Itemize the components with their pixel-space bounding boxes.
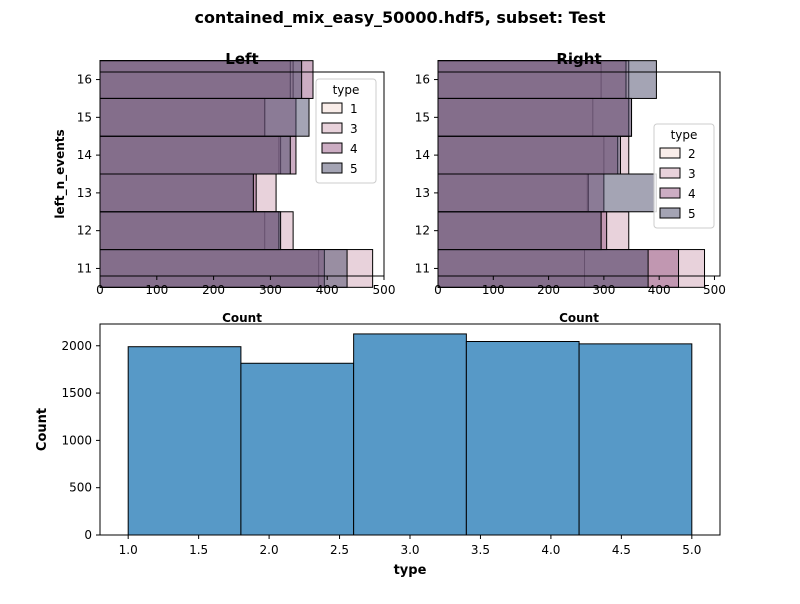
y-tick-label-bottom: 500 [69, 481, 92, 495]
x-tick-label-left: 300 [259, 283, 282, 297]
panel-title-right: Right [556, 50, 601, 68]
bar-left-type5-11 [99, 249, 348, 288]
x-tick-label-bottom: 3.0 [400, 543, 419, 557]
y-tick-label-left: 15 [77, 110, 92, 124]
y-tick-label-bottom: 1000 [61, 433, 92, 447]
x-tick-label-right: 100 [482, 283, 505, 297]
bar-left-type5-12 [99, 211, 282, 251]
x-tick-label-bottom: 1.0 [119, 543, 138, 557]
panel-right: 0 100 200 300 400 500 11 12 13 14 15 16 Right Count ty… [415, 50, 726, 325]
legend-label-left-type1: 1 [350, 102, 358, 116]
legend-label-left-type3: 3 [350, 122, 358, 136]
y-tick-label-bottom: 0 [84, 528, 92, 542]
panel-title-left: Left [225, 50, 258, 68]
legend-swatch-left-type3 [321, 122, 343, 134]
hist-bar-1 [127, 346, 242, 536]
y-tick-label-right: 16 [415, 73, 430, 87]
x-tick-label-left: 0 [96, 283, 104, 297]
x-tick-label-bottom: 3.5 [471, 543, 490, 557]
x-tick-label-bottom: 2.5 [330, 543, 349, 557]
y-tick-label-right: 12 [415, 224, 430, 238]
bar-left-type5-13 [99, 173, 254, 213]
panel-left: 0 100 200 300 400 500111213141516LeftCountlef… [53, 50, 395, 325]
legend-label-right-type2: 2 [688, 147, 696, 161]
y-tick-label-bottom: 1500 [61, 386, 92, 400]
legend-swatch-right-type3 [659, 167, 681, 179]
x-tick-label-left: 400 [316, 283, 339, 297]
x-tick-label-right: 200 [537, 283, 560, 297]
y-tick-label-right: 15 [415, 110, 430, 124]
figure-title: contained_mix_easy_50000.hdf5, subset: T… [194, 8, 606, 27]
bar-left-type5-14 [99, 135, 291, 175]
y-tick-label-left: 13 [77, 186, 92, 200]
x-axis-label-right: Count [559, 311, 599, 325]
bar-left-type5-16 [99, 60, 303, 99]
y-tick-label-left: 14 [77, 148, 92, 162]
bar-right-type5-12 [437, 211, 602, 251]
x-axis-label-bottom: type [394, 563, 427, 578]
y-tick-label-left: 11 [77, 261, 92, 275]
hist-bar-2 [240, 362, 355, 536]
legend-swatch-right-type2 [659, 147, 681, 159]
hist-bar-4 [465, 341, 580, 536]
hist-bar-5 [578, 343, 693, 536]
axes-frame-left [99, 71, 385, 277]
y-tick-label-right: 11 [415, 261, 430, 275]
y-axis-label-bottom: Count [35, 408, 50, 451]
bar-right-type5-11 [437, 249, 649, 288]
y-tick-label-right: 13 [415, 186, 430, 200]
legend-label-right-type5: 5 [688, 207, 696, 221]
y-tick-label-left: 16 [77, 73, 92, 87]
y-tick-label-left: 12 [77, 224, 92, 238]
legend-label-left-type5: 5 [350, 162, 358, 176]
legend-title-left: type [333, 83, 360, 97]
legend-swatch-right-type4 [659, 187, 681, 199]
x-tick-label-bottom: 5.0 [682, 543, 701, 557]
x-tick-label-bottom: 4.0 [541, 543, 560, 557]
bar-right-type5-16 [437, 60, 657, 99]
legend-swatch-left-type5 [321, 162, 343, 174]
x-tick-label-right: 400 [648, 283, 671, 297]
panel-bottom: 1.0 1.5 2.0 2.5 3.0 3.5 4.0 4.5 5.0 0 500 1000 1500 2… [35, 323, 721, 578]
x-tick-label-left: 100 [145, 283, 168, 297]
bar-right-type5-15 [437, 97, 633, 137]
x-tick-label-bottom: 2.0 [260, 543, 279, 557]
bar-right-type5-14 [437, 135, 621, 175]
x-tick-label-right: 500 [703, 283, 726, 297]
x-tick-label-bottom: 4.5 [612, 543, 631, 557]
legend-label-right-type4: 4 [688, 187, 696, 201]
y-axis-label-left: left_n_events [53, 129, 68, 218]
legend-swatch-right-type5 [659, 207, 681, 219]
legend-swatch-left-type1 [321, 102, 343, 114]
x-tick-label-bottom: 1.5 [189, 543, 208, 557]
axes-frame-right [437, 71, 721, 277]
x-tick-label-right: 0 [434, 283, 442, 297]
x-tick-label-left: 500 [373, 283, 396, 297]
hist-bar-3 [353, 333, 467, 536]
legend-left: type 1 3 4 5 [315, 78, 377, 184]
bar-right-type5-13 [437, 173, 657, 213]
legend-label-left-type4: 4 [350, 142, 358, 156]
legend-title-right: type [671, 128, 698, 142]
x-axis-label-left: Count [222, 311, 262, 325]
legend-swatch-left-type4 [321, 142, 343, 154]
y-tick-label-right: 14 [415, 148, 430, 162]
x-tick-label-left: 200 [202, 283, 225, 297]
legend-right: type 2 3 4 5 [653, 123, 715, 229]
x-tick-label-right: 300 [592, 283, 615, 297]
legend-label-right-type3: 3 [688, 167, 696, 181]
y-tick-label-bottom: 2000 [61, 339, 92, 353]
bar-left-type5-15 [99, 97, 310, 137]
